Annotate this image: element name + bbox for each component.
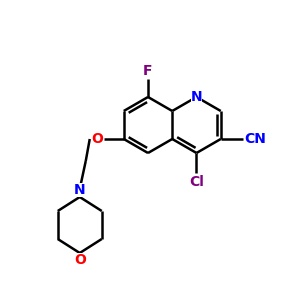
Text: F: F (143, 64, 153, 78)
Text: N: N (74, 183, 85, 197)
Text: O: O (74, 253, 86, 267)
Text: Cl: Cl (189, 175, 204, 189)
Text: N: N (191, 90, 202, 104)
Text: O: O (91, 132, 103, 146)
Text: CN: CN (244, 132, 266, 146)
